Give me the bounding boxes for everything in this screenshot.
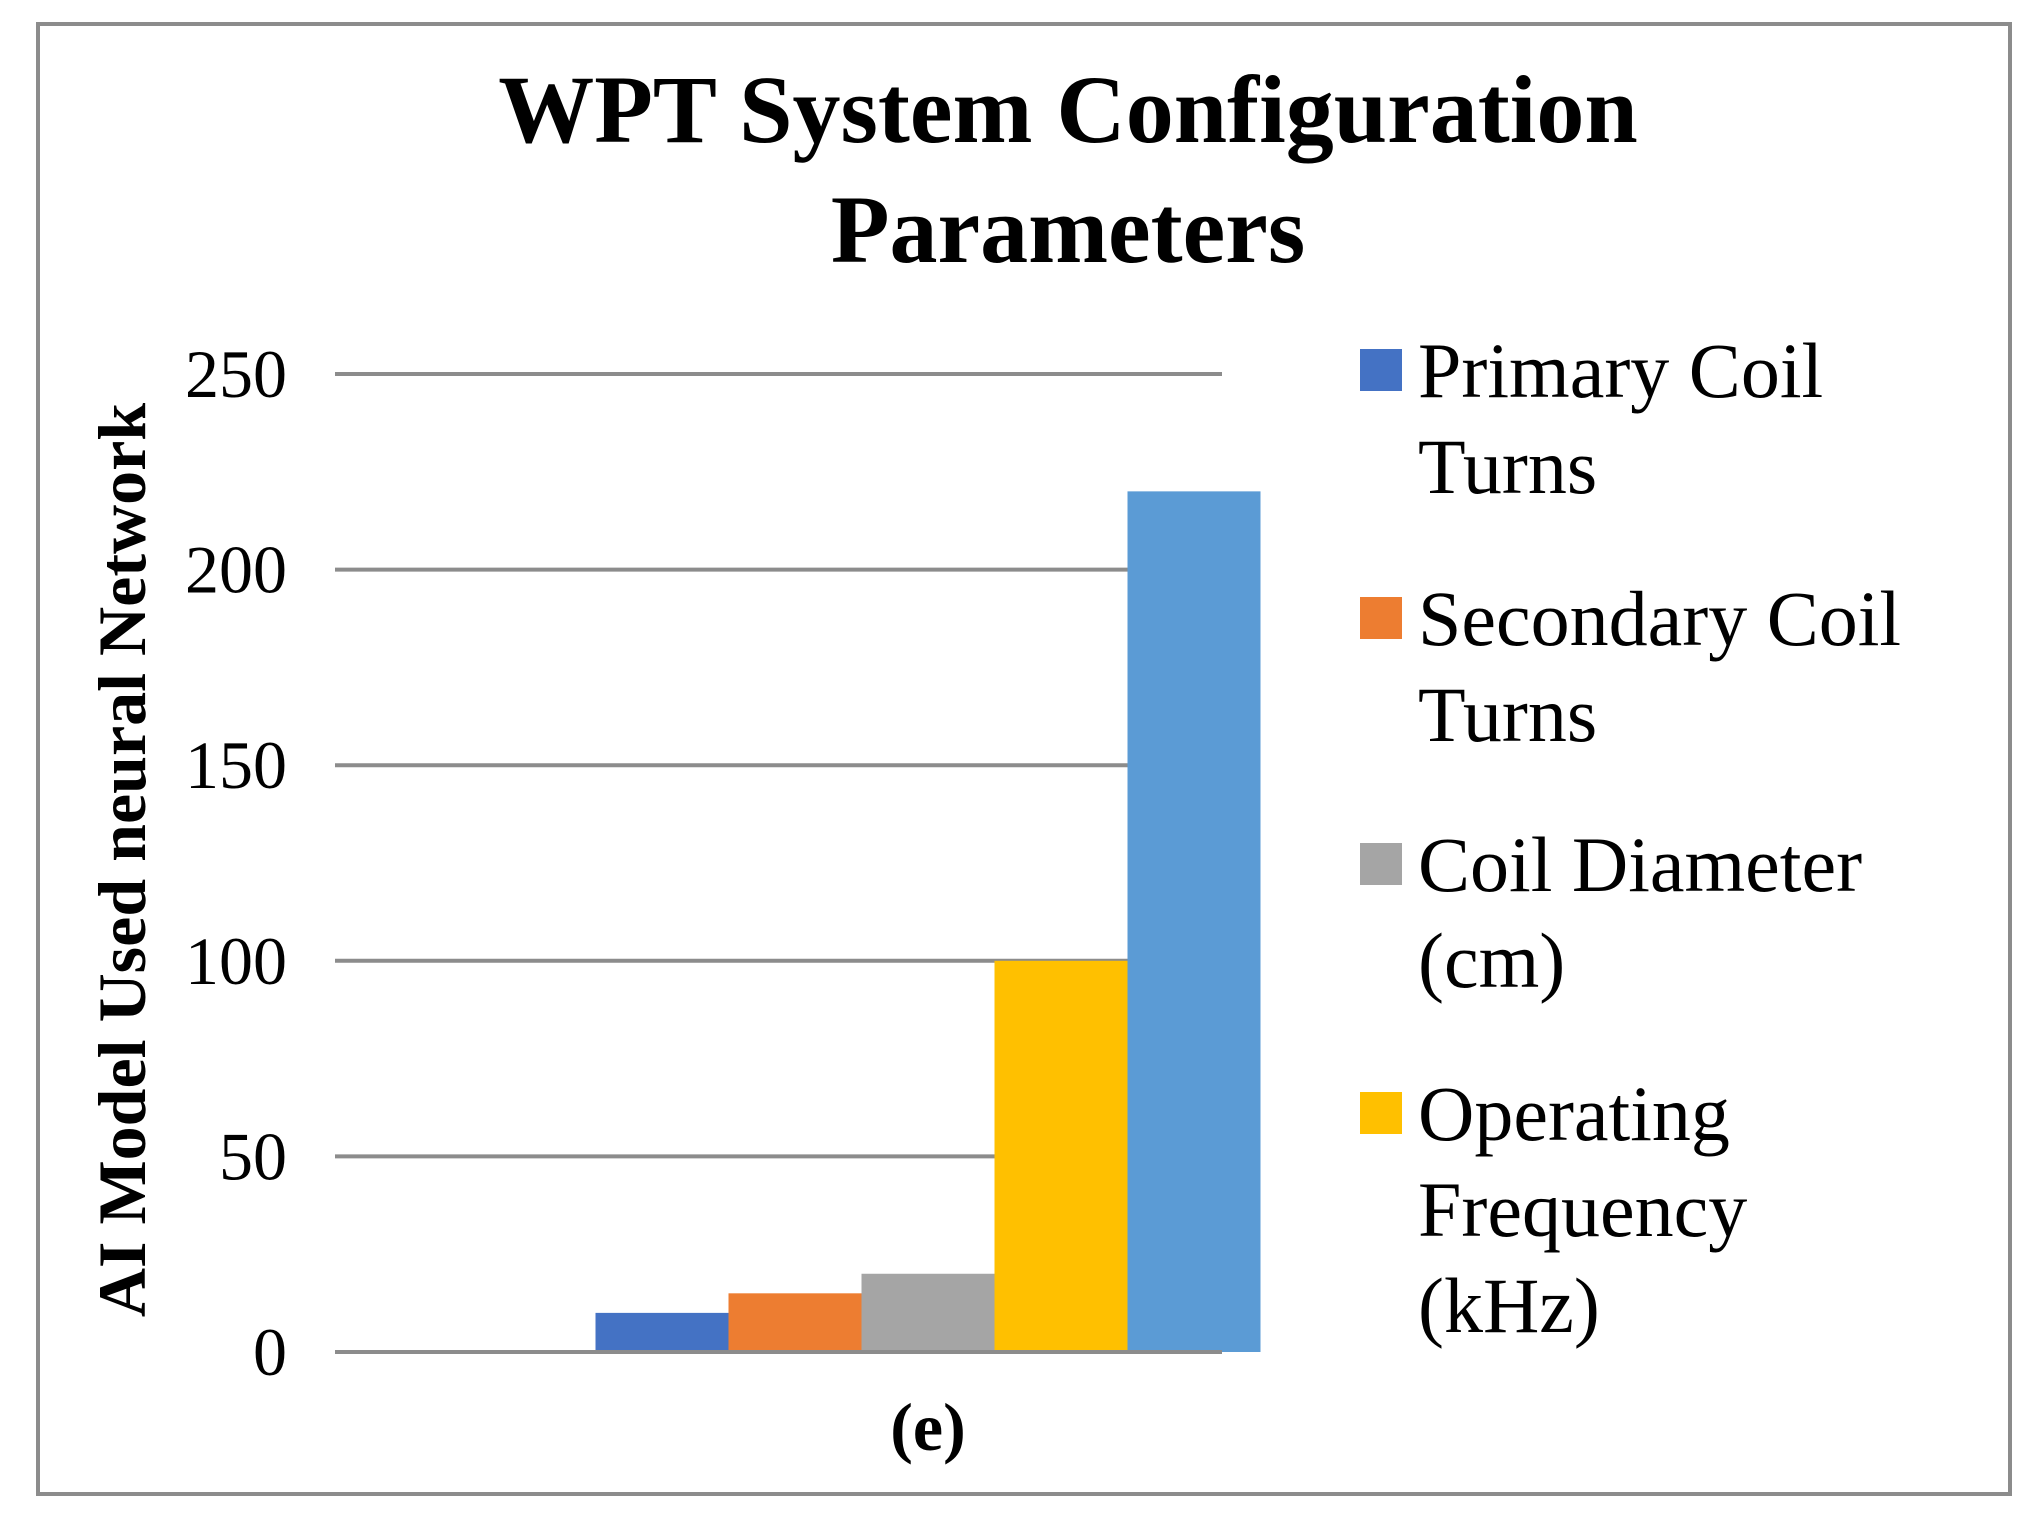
- chart-title-line-1: WPT System Configuration: [498, 56, 1638, 163]
- legend-label: Turns: [1418, 671, 1597, 758]
- bar-1: [596, 1313, 729, 1352]
- bars: [596, 491, 1261, 1352]
- y-axis-title: AI Model Used neural Network: [84, 403, 160, 1317]
- y-tick-label: 50: [219, 1118, 287, 1194]
- bar-2: [729, 1293, 862, 1352]
- legend-label: Coil Diameter: [1418, 821, 1862, 908]
- legend-entry: Operating Frequency (kHz): [1360, 1070, 1747, 1349]
- bar-4: [995, 961, 1128, 1352]
- y-tick-label: 0: [253, 1314, 287, 1390]
- legend-label: Turns: [1418, 423, 1597, 510]
- legend-entry: Primary Coil Turns: [1360, 327, 1823, 510]
- legend-swatch: [1360, 1092, 1402, 1134]
- legend-label: (kHz): [1418, 1262, 1600, 1349]
- y-tick-label: 100: [185, 923, 287, 999]
- y-tick-label: 200: [185, 532, 287, 608]
- legend-label: (cm): [1418, 917, 1565, 1004]
- legend: Primary Coil Turns Secondary Coil Turns Coil…: [1360, 327, 1901, 1349]
- legend-swatch: [1360, 597, 1402, 639]
- legend-label: Secondary Coil: [1418, 575, 1901, 662]
- chart-title-line-2: Parameters: [831, 176, 1305, 283]
- legend-label: Primary Coil: [1418, 327, 1823, 414]
- y-tick-label: 250: [185, 336, 287, 412]
- bar-3: [862, 1274, 995, 1352]
- legend-label: Frequency: [1418, 1166, 1747, 1253]
- legend-label: Operating: [1418, 1070, 1730, 1157]
- y-tick-label: 150: [185, 727, 287, 803]
- y-tick-labels: 0 50 100 150 200 250: [185, 336, 287, 1390]
- legend-entry: Coil Diameter (cm): [1360, 821, 1862, 1004]
- legend-entry: Secondary Coil Turns: [1360, 575, 1901, 758]
- category-label: (e): [890, 1389, 965, 1465]
- bar-5: [1128, 491, 1261, 1352]
- legend-swatch: [1360, 843, 1402, 885]
- legend-swatch: [1360, 349, 1402, 391]
